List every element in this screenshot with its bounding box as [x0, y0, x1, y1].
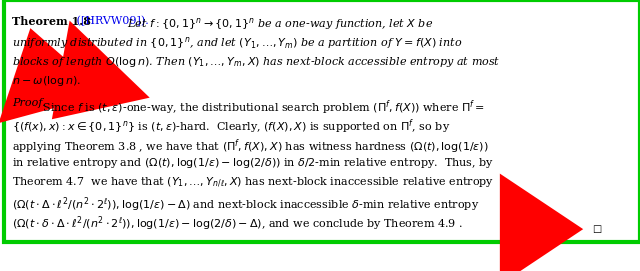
Text: $\{(f(x),x) : x \in \{0,1\}^n\}$ is $(t,\varepsilon)$-hard.  Clearly, $(f(X),X)$: $\{(f(x),x) : x \in \{0,1\}^n\}$ is $(t,… [12, 118, 450, 136]
Text: Theorem 4.7  we have that $(Y_1,\ldots,Y_{n/\ell},X)$ has next-block inaccessibl: Theorem 4.7 we have that $(Y_1,\ldots,Y_… [12, 176, 494, 190]
Text: $(\Omega(t \cdot \Delta \cdot \ell^2/(n^2 \cdot 2^\ell)), \log(1/\varepsilon) - : $(\Omega(t \cdot \Delta \cdot \ell^2/(n^… [12, 195, 479, 214]
Text: $n - \omega(\log n)$.: $n - \omega(\log n)$. [12, 74, 81, 88]
Text: uniformly distributed in $\{0,1\}^n$, and let $(Y_1,\ldots,Y_m)$ be a partition : uniformly distributed in $\{0,1\}^n$, an… [12, 35, 462, 51]
Text: blocks of length $O(\log n)$. Then $(Y_1,\ldots,Y_m,X)$ has next-block accessibl: blocks of length $O(\log n)$. Then $(Y_1… [12, 54, 500, 69]
Text: Since $f$ is $(t,\varepsilon)$-one-way, the distributional search problem $(\Pi^: Since $f$ is $(t,\varepsilon)$-one-way, … [39, 98, 485, 117]
Text: Let $f : \{0,1\}^n \rightarrow \{0,1\}^n$ be a one-way function, let $X$ be: Let $f : \{0,1\}^n \rightarrow \{0,1\}^n… [124, 16, 433, 32]
Text: Theorem 1.8: Theorem 1.8 [12, 16, 91, 27]
Text: in relative entropy and $(\Omega(t), \log(1/\varepsilon) - \log(2/\delta))$ in $: in relative entropy and $(\Omega(t), \lo… [12, 156, 494, 170]
Text: $(\Omega(t \cdot \delta \cdot \Delta \cdot \ell^2/(n^2 \cdot 2^\ell)), \log(1/\v: $(\Omega(t \cdot \delta \cdot \Delta \cd… [12, 215, 463, 233]
Text: Proof.: Proof. [12, 98, 45, 108]
Text: □: □ [591, 225, 601, 234]
Text: ([HRVW09]).: ([HRVW09]). [73, 16, 148, 26]
Text: applying Theorem 3.8 , we have that $(\Pi^f, f(X), X)$ has witness hardness $(\O: applying Theorem 3.8 , we have that $(\P… [12, 137, 488, 156]
